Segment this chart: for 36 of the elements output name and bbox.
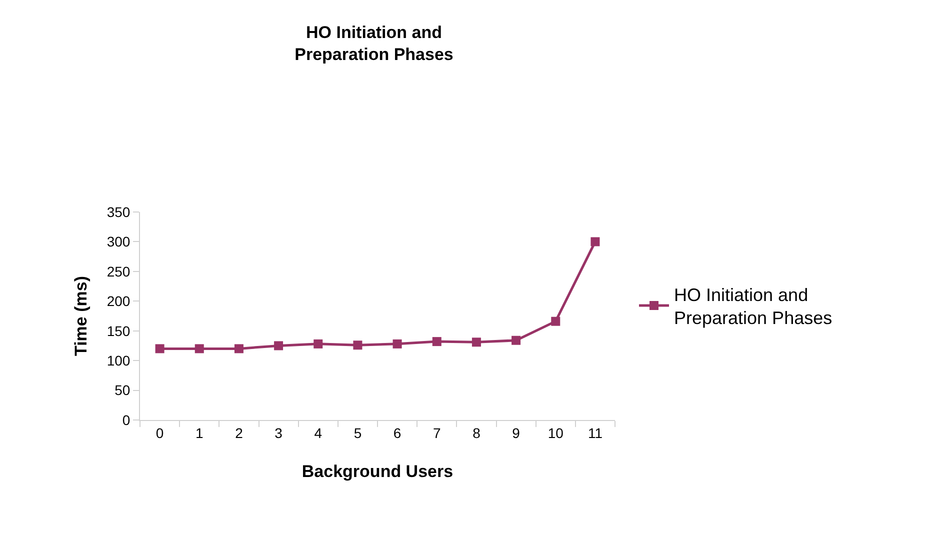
point [392,339,402,348]
x-tick-label: 10 [548,424,564,441]
point [512,336,521,345]
y-axis-title: Time (ms) [71,276,90,356]
chart-title: HO Initiation and Preparation Phases [294,22,454,64]
x-tick-label: 6 [393,424,402,441]
x-tick-label: 4 [314,424,322,441]
y-tick-label: 350 [106,204,130,220]
x-axis-title: Background Users [302,462,454,482]
x-tick-label: 1 [195,424,204,441]
legend-label: HO Initiation and Preparation Phases [674,284,832,328]
point [590,237,600,246]
point [472,338,481,347]
x-tick-label: 2 [235,424,244,441]
y-tick-label: 300 [106,234,130,250]
x-tick-label: 7 [432,424,441,441]
y-tick-label: 0 [122,412,130,428]
x-tick-label: 3 [274,424,283,441]
point [314,339,323,348]
x-tick-label: 9 [512,424,520,441]
x-tick-label: 8 [472,424,481,441]
y-tick-label: 200 [106,293,130,310]
point [194,344,204,354]
x-tick-label: 11 [588,424,603,441]
point [432,337,442,346]
x-tick-label: 0 [156,424,164,441]
point [234,344,244,354]
x-tick-label: 5 [354,424,362,441]
point [551,316,560,326]
point [353,340,362,350]
y-tick-label: 50 [114,382,130,398]
point [155,344,164,354]
y-tick-label: 100 [106,352,130,368]
point [274,341,284,350]
y-tick-label: 250 [106,263,130,280]
y-tick-label: 150 [106,322,130,339]
